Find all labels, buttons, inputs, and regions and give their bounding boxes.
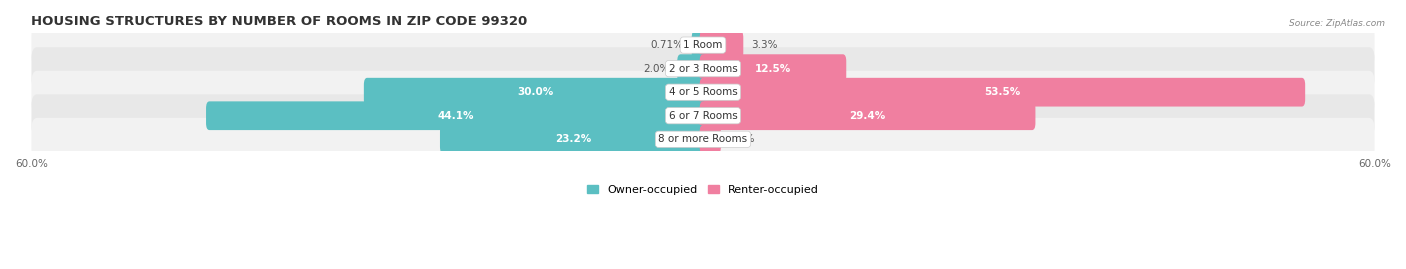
Text: 4 or 5 Rooms: 4 or 5 Rooms (669, 87, 737, 97)
FancyBboxPatch shape (700, 101, 1035, 130)
Text: 1.3%: 1.3% (728, 134, 755, 144)
Text: 1 Room: 1 Room (683, 40, 723, 50)
Text: 2.0%: 2.0% (643, 64, 669, 74)
FancyBboxPatch shape (364, 78, 706, 107)
FancyBboxPatch shape (207, 101, 706, 130)
Text: 53.5%: 53.5% (984, 87, 1021, 97)
FancyBboxPatch shape (440, 125, 706, 154)
Text: 0.71%: 0.71% (651, 40, 683, 50)
FancyBboxPatch shape (31, 118, 1375, 161)
FancyBboxPatch shape (692, 31, 706, 59)
Text: 29.4%: 29.4% (849, 111, 886, 121)
Text: Source: ZipAtlas.com: Source: ZipAtlas.com (1289, 19, 1385, 28)
Text: HOUSING STRUCTURES BY NUMBER OF ROOMS IN ZIP CODE 99320: HOUSING STRUCTURES BY NUMBER OF ROOMS IN… (31, 15, 527, 28)
Text: 8 or more Rooms: 8 or more Rooms (658, 134, 748, 144)
Text: 44.1%: 44.1% (437, 111, 474, 121)
FancyBboxPatch shape (31, 24, 1375, 66)
FancyBboxPatch shape (700, 31, 744, 59)
Text: 2 or 3 Rooms: 2 or 3 Rooms (669, 64, 737, 74)
Text: 6 or 7 Rooms: 6 or 7 Rooms (669, 111, 737, 121)
Text: 30.0%: 30.0% (517, 87, 553, 97)
FancyBboxPatch shape (31, 94, 1375, 137)
Text: 23.2%: 23.2% (555, 134, 592, 144)
FancyBboxPatch shape (700, 125, 721, 154)
Text: 12.5%: 12.5% (755, 64, 792, 74)
FancyBboxPatch shape (678, 54, 706, 83)
FancyBboxPatch shape (700, 54, 846, 83)
FancyBboxPatch shape (31, 47, 1375, 90)
FancyBboxPatch shape (700, 78, 1305, 107)
Legend: Owner-occupied, Renter-occupied: Owner-occupied, Renter-occupied (586, 185, 820, 195)
Text: 3.3%: 3.3% (751, 40, 778, 50)
FancyBboxPatch shape (31, 71, 1375, 114)
